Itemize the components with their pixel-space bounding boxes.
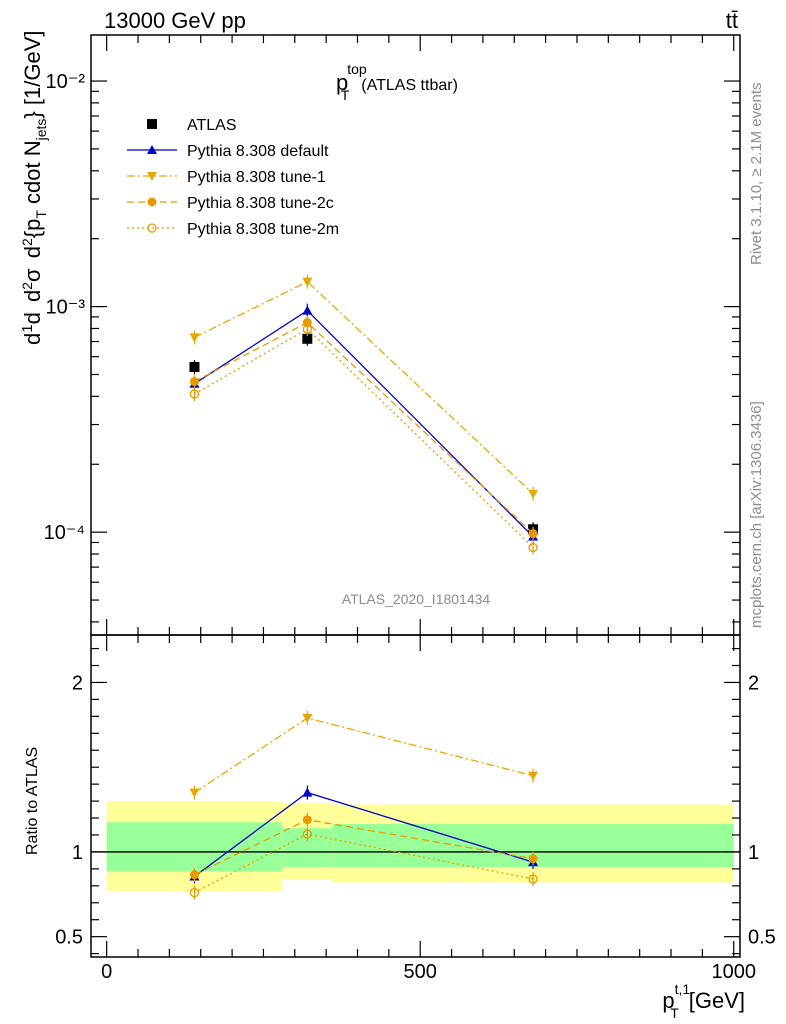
- energy-label: 13000 GeV pp: [104, 8, 246, 33]
- ratio-pythia-8-308-tune-1-line: [194, 717, 534, 794]
- main-pythia-8-308-tune-2m-point: [189, 389, 200, 399]
- main-pythia-8-308-tune-2c-point: [528, 529, 538, 539]
- ratio-y-tick-label-right: 2: [748, 672, 759, 694]
- main-pythia-8-308-tune-2m-point: [302, 324, 312, 334]
- ratio-y-tick-label: 2: [72, 672, 83, 694]
- ratio-y-tick-label: 1: [72, 842, 83, 864]
- x-tick-label: 0: [101, 961, 112, 983]
- main-pythia-8-308-tune-1-line: [194, 280, 534, 495]
- legend-atlas-label: ATLAS: [187, 117, 237, 134]
- process-label: tt̄: [726, 8, 738, 33]
- main-atlas-point: [189, 361, 200, 372]
- ratio-pythia-8-308-tune-1-point: [189, 788, 200, 798]
- ratio-pythia-8-308-tune-1-point: [302, 714, 313, 724]
- legend-pythia-8-308-tune-1-marker: [147, 172, 157, 181]
- main-pythia-8-308-tune-1-point: [302, 277, 313, 287]
- ratio-pythia-8-308-default-point: [302, 787, 313, 797]
- legend-pythia-8-308-tune-2c-label: Pythia 8.308 tune-2c: [187, 195, 334, 212]
- ratio-panel: [91, 711, 740, 900]
- legend-pythia-8-308-default-marker: [147, 145, 157, 154]
- legend-pythia-8-308-tune-1-label: Pythia 8.308 tune-1: [187, 169, 326, 186]
- ratio-pythia-8-308-tune-2m-line: [194, 833, 534, 894]
- title-sub: T: [341, 87, 350, 103]
- ratio-pythia-8-308-tune-2c-point: [189, 870, 199, 880]
- legend-atlas-marker: [147, 119, 157, 129]
- main-pythia-8-308-default-point: [302, 305, 313, 315]
- uncertainty-band-inner: [106, 822, 283, 872]
- main-title: ptop T (ATLAS ttbar): [336, 61, 458, 103]
- ratio-pythia-8-308-tune-2c-point: [302, 815, 312, 825]
- ratio-y-tick-label-right: 0.5: [748, 927, 776, 949]
- ratio-pythia-8-308-tune-1-point: [528, 771, 539, 781]
- main-pythia-8-308-tune-1-point: [189, 333, 200, 343]
- main-ylabel: d1d d2σ d2{pT cdot Njets} [1/GeV]: [19, 31, 49, 345]
- xlabel-main: p: [662, 988, 674, 1013]
- legend: ATLAS Pythia 8.308 default Pythia 8.308 tu…: [127, 117, 339, 238]
- title-sup: top: [347, 61, 367, 77]
- legend-pythia-8-308-tune-2m-marker: [147, 223, 157, 233]
- xlabel-sub: T: [670, 1005, 679, 1021]
- analysis-label: ATLAS_2020_I1801434: [342, 591, 491, 607]
- ratio-y-tick-label: 0.5: [55, 927, 83, 949]
- ratio-pythia-8-308-tune-2m-point: [189, 887, 200, 898]
- xlabel-sup: t,1: [675, 981, 691, 997]
- axis-ticks: 10⁻⁴ 10⁻³ 10⁻² 0 500 1000 0.5 0.5 1 1 2 2: [44, 35, 776, 983]
- title-main: p: [336, 70, 348, 95]
- rivet-label: Rivet 3.1.10, ≥ 2.1M events: [748, 83, 765, 266]
- x-tick-label: 500: [404, 961, 437, 983]
- main-pythia-8-308-tune-2c-point: [189, 377, 199, 387]
- ratio-pythia-8-308-tune-2c-point: [528, 854, 538, 864]
- main-y-tick-label: 10⁻⁴: [44, 522, 85, 544]
- main-pythia-8-308-tune-2c-line: [194, 321, 534, 535]
- xlabel-unit: [GeV]: [689, 988, 745, 1013]
- legend-pythia-8-308-tune-2m-label: Pythia 8.308 tune-2m: [187, 221, 339, 238]
- xlabel: pt,1 T [GeV]: [662, 981, 745, 1021]
- legend-pythia-8-308-default-label: Pythia 8.308 default: [187, 143, 329, 160]
- main-y-tick-label: 10⁻³: [46, 297, 86, 319]
- main-pythia-8-308-default-line: [194, 309, 534, 538]
- legend-pythia-8-308-tune-2c-marker: [147, 197, 157, 207]
- main-pythia-8-308-tune-2m-line: [194, 328, 534, 548]
- svg-text:d1d d2σ d2{pT cdot: d1d d2σ d2{pT cdot Njets} [1/GeV]: [19, 31, 49, 345]
- ratio-pythia-8-308-tune-2m-point: [302, 829, 312, 839]
- main-pythia-8-308-tune-2m-point: [528, 542, 538, 553]
- ratio-ylabel: Ratio to ATLAS: [24, 747, 41, 855]
- main-pythia-8-308-tune-1-point: [528, 489, 539, 499]
- x-tick-label: 1000: [711, 961, 756, 983]
- ratio-pythia-8-308-tune-2m-point: [528, 874, 538, 884]
- main-atlas-point: [302, 333, 313, 344]
- ratio-panel-frame: [90, 634, 741, 958]
- mcplots-label: mcplots.cern.ch [arXiv:1306.3436]: [748, 401, 765, 628]
- title-suffix: (ATLAS ttbar): [361, 77, 458, 94]
- ratio-y-tick-label-right: 1: [748, 842, 759, 864]
- main-panel: [189, 274, 539, 555]
- main-y-tick-label: 10⁻²: [46, 71, 86, 93]
